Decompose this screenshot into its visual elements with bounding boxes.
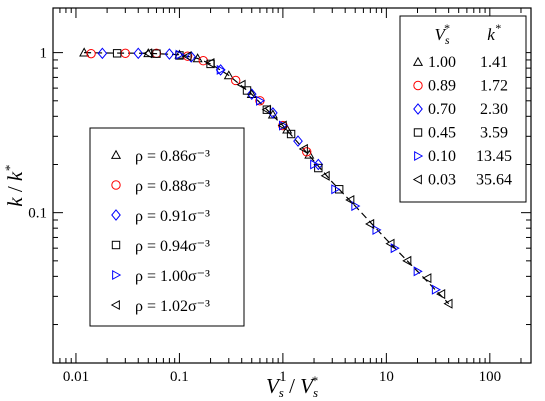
data-point-triangle-left	[443, 298, 453, 309]
data-point-triangle-left	[422, 273, 432, 284]
data-point-triangle-left	[436, 289, 446, 300]
data-point-triangle-right	[216, 64, 226, 75]
data-point-diamond	[246, 88, 257, 100]
legend-k-value: 35.64	[476, 172, 512, 189]
legend-vs-value: 0.45	[428, 125, 456, 142]
legend-vs-value: 1.00	[428, 54, 456, 71]
data-point-triangle-left	[320, 170, 330, 181]
legend-label: ρ = 1.02σ⁻³	[135, 298, 210, 315]
y-axis-title: k / k*	[2, 165, 27, 207]
data-point-circle	[231, 75, 241, 86]
data-point-diamond	[186, 51, 197, 63]
data-point-triangle-left	[345, 194, 355, 206]
parameter-legend: Vs* k* 1.00 1.41 0.89 1.72 0.70 2.30 0.45 3.59 0…	[399, 15, 527, 203]
legend-vs-value: 0.70	[428, 101, 456, 118]
legend-marker-circle	[413, 80, 423, 91]
data-point-triangle-up	[304, 149, 315, 159]
data-point-triangle-right	[310, 159, 320, 170]
legend-k-value: 3.59	[480, 125, 508, 142]
data-point-triangle-left	[385, 238, 395, 249]
legend-marker-square	[111, 240, 121, 250]
fit-curve-layer	[84, 52, 450, 305]
x-tick-label: 100	[479, 369, 502, 385]
legend-header-k: k*	[487, 21, 501, 44]
fit-curve	[84, 52, 450, 305]
x-tick-label: 0.01	[63, 369, 89, 385]
data-point-square	[242, 86, 252, 95]
data-point-triangle-right	[256, 95, 266, 106]
legend-k-value: 1.41	[480, 54, 508, 71]
data-points-layer	[79, 47, 453, 309]
data-point-square	[286, 129, 296, 139]
data-point-triangle-left	[182, 51, 192, 62]
data-point-circle	[302, 147, 312, 157]
y-tick-label: 1	[40, 46, 48, 62]
legend-k-value: 1.72	[480, 78, 508, 95]
legend-marker-circle	[111, 180, 121, 190]
legend-vs-value: 0.89	[428, 78, 456, 95]
data-point-diamond	[164, 48, 175, 60]
legend-marker-diamond	[413, 103, 423, 115]
legend-marker-square	[413, 128, 423, 137]
legend-label: ρ = 1.00σ⁻³	[135, 268, 210, 285]
legend-label: ρ = 0.91σ⁻³	[135, 208, 210, 225]
x-tick-label: 0.1	[170, 369, 189, 385]
data-point-triangle-up	[79, 47, 90, 57]
legend-label: ρ = 0.86σ⁻³	[135, 148, 210, 165]
data-point-circle	[86, 48, 96, 59]
legend-label: ρ = 0.94σ⁻³	[135, 238, 210, 255]
data-point-circle	[198, 56, 208, 66]
plot-frame	[52, 7, 532, 364]
legend-k-value: 13.45	[476, 148, 512, 165]
legend-marker-triangle-up	[412, 56, 424, 66]
data-point-triangle-left	[365, 218, 375, 230]
data-point-triangle-right	[372, 224, 382, 235]
legend-marker-triangle-right	[112, 269, 122, 281]
data-point-triangle-left	[143, 48, 153, 59]
data-point-square	[334, 185, 344, 194]
legend-header-vs: Vs*	[434, 21, 449, 47]
data-point-triangle-right	[413, 266, 423, 277]
data-point-square	[112, 49, 122, 58]
data-point-diamond	[97, 47, 108, 60]
x-axis-title: Vs / Vs*	[266, 373, 318, 400]
data-point-diamond	[215, 64, 226, 76]
data-point-triangle-up	[174, 49, 185, 59]
data-point-diamond	[293, 135, 303, 147]
legend-marker-triangle-up	[110, 149, 122, 159]
legend-vs-value: 0.03	[428, 172, 456, 189]
data-point-triangle-left	[298, 143, 308, 155]
y-tick-label: 0.1	[28, 206, 47, 222]
data-point-triangle-right	[431, 284, 441, 295]
data-point-square	[152, 49, 161, 58]
legend-marker-triangle-right	[414, 150, 424, 162]
data-point-triangle-left	[236, 79, 246, 90]
legend-vs-value: 0.10	[428, 148, 456, 165]
data-point-triangle-left	[277, 120, 287, 131]
legend-marker-triangle-left	[412, 174, 422, 185]
legend-k-value: 2.30	[480, 101, 508, 118]
data-point-diamond	[133, 47, 144, 60]
data-point-triangle-right	[331, 184, 341, 195]
data-point-triangle-right	[351, 200, 361, 212]
data-point-triangle-up	[223, 70, 234, 80]
legend-label: ρ = 0.88σ⁻³	[135, 178, 210, 195]
x-tick-label: 10	[379, 369, 394, 385]
legend-marker-triangle-left	[110, 299, 120, 311]
data-point-triangle-right	[175, 49, 185, 60]
data-point-triangle-left	[205, 58, 215, 69]
axis-ticks-layer: 0.01 0.1 1 10 100 0.1 1	[28, 8, 531, 385]
x-tick-label: 1	[279, 369, 287, 385]
data-point-triangle-left	[402, 255, 412, 266]
data-point-triangle-left	[261, 104, 271, 115]
legend-marker-diamond	[111, 209, 121, 221]
data-point-triangle-right	[390, 243, 400, 254]
data-point-triangle-up	[143, 48, 154, 58]
density-legend: ρ = 0.86σ⁻³ ρ = 0.88σ⁻³ ρ = 0.91σ⁻³ ρ = 0.9…	[89, 127, 245, 327]
